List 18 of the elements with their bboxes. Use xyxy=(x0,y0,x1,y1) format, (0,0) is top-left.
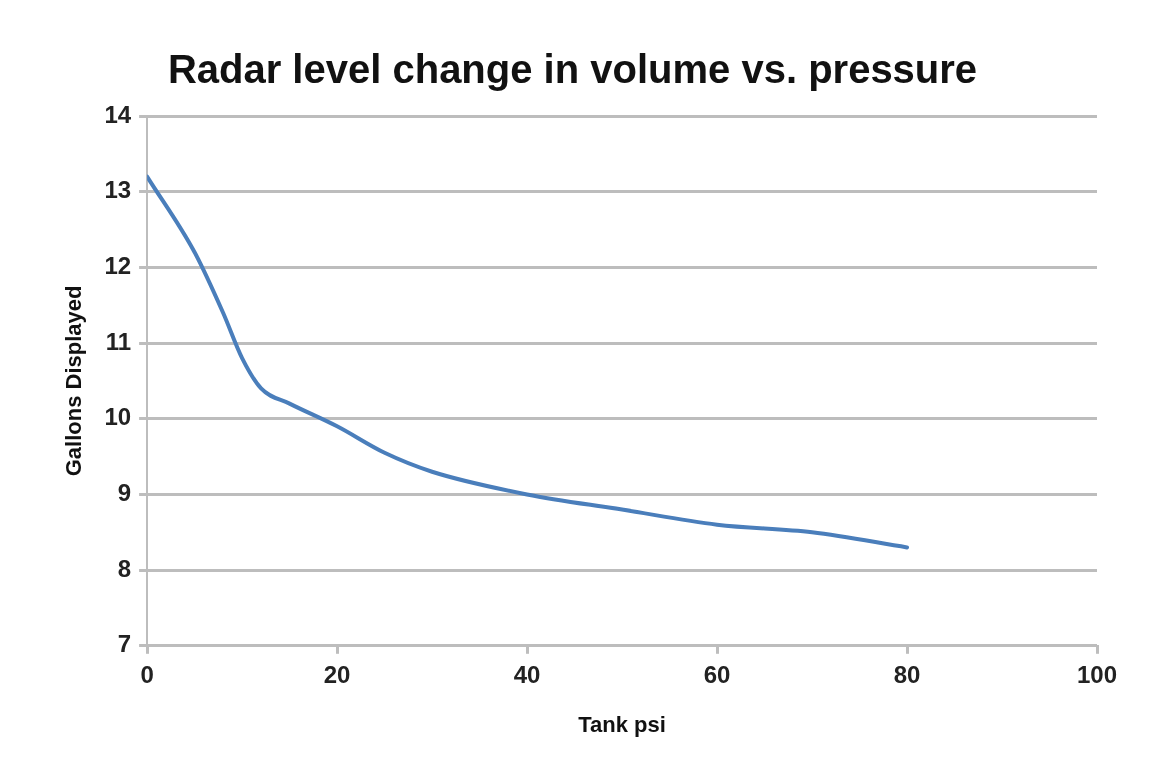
x-axis-title: Tank psi xyxy=(578,711,666,737)
y-axis-title: Gallons Displayed xyxy=(61,285,87,477)
y-tick-label: 7 xyxy=(117,630,132,658)
y-tick-label: 13 xyxy=(104,176,132,204)
y-tick-label: 12 xyxy=(104,252,132,279)
y-tick-label: 8 xyxy=(117,554,132,582)
y-tick-label: 10 xyxy=(104,403,132,431)
y-tick-label: 11 xyxy=(105,327,132,355)
x-tick-label: 80 xyxy=(893,660,921,688)
line-series xyxy=(147,174,910,550)
x-tick-label: 40 xyxy=(513,660,541,688)
x-tick-label: 60 xyxy=(703,660,731,688)
chart-title: Radar level change in volume vs. pressure xyxy=(167,47,978,92)
y-tick-label: 9 xyxy=(117,479,132,507)
x-tick-label: 20 xyxy=(323,660,351,688)
y-tick-label: 14 xyxy=(104,100,132,128)
x-tick-label: 0 xyxy=(140,660,154,688)
x-tick-label: 100 xyxy=(1076,660,1118,688)
